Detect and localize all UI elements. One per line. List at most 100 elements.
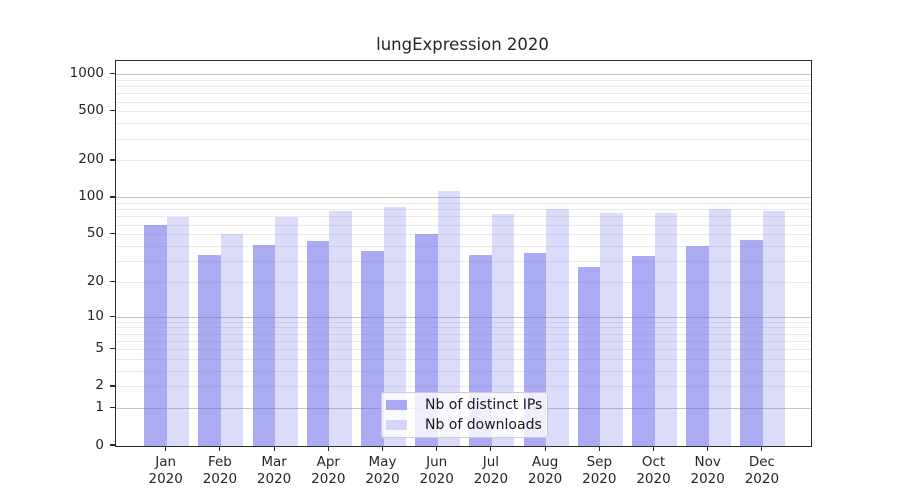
legend-label-downloads: Nb of downloads — [425, 416, 542, 433]
x-tick-mark — [544, 446, 546, 451]
x-tick-month: Nov — [694, 454, 721, 470]
x-tick-label-jul: Jul 2020 — [463, 454, 519, 487]
gridline-minor — [116, 260, 811, 262]
x-tick-year: 2020 — [582, 470, 617, 487]
x-tick-mark — [273, 446, 275, 451]
x-tick-year: 2020 — [744, 470, 780, 487]
gridline-minor — [116, 138, 811, 140]
bar-ips-oct — [632, 256, 655, 446]
x-tick-year: 2020 — [148, 470, 183, 487]
legend-swatch-distinct-ips — [386, 399, 407, 411]
gridline-minor — [116, 216, 811, 218]
gridline-minor — [116, 160, 811, 162]
x-tick-year: 2020 — [690, 470, 725, 487]
bar-downloads-nov — [708, 208, 732, 446]
legend-item-downloads: Nb of downloads — [382, 415, 547, 434]
y-tick-mark — [110, 348, 115, 350]
bar-downloads-mar — [275, 216, 298, 446]
gridline-minor — [116, 340, 811, 342]
bar-downloads-feb — [220, 233, 244, 446]
x-tick-label-jan: Jan 2020 — [138, 454, 194, 487]
gridline-minor — [116, 101, 811, 103]
gridline-minor — [116, 281, 811, 283]
gridline-minor — [116, 86, 811, 88]
gridline-minor — [116, 358, 811, 360]
x-tick-label-mar: Mar 2020 — [246, 454, 302, 487]
x-tick-label-oct: Oct 2020 — [626, 454, 682, 487]
x-tick-mark — [707, 446, 709, 451]
bar-downloads-jan — [166, 216, 190, 446]
x-tick-year: 2020 — [419, 470, 454, 487]
x-tick-month: Jul — [482, 454, 500, 470]
y-tick-mark — [110, 444, 115, 446]
x-tick-month: May — [368, 454, 397, 470]
gridline-major — [116, 74, 811, 76]
y-tick-label: 500 — [78, 102, 104, 119]
gridline-minor — [116, 327, 811, 329]
x-tick-label-nov: Nov 2020 — [680, 454, 736, 487]
x-tick-year: 2020 — [311, 470, 346, 487]
x-tick-month: Mar — [261, 454, 287, 470]
bar-downloads-jul — [491, 213, 515, 446]
bar-ips-may — [361, 250, 384, 446]
x-tick-year: 2020 — [636, 470, 671, 487]
y-tick-label: 100 — [78, 188, 104, 205]
y-tick-mark — [110, 385, 115, 387]
x-tick-month: Apr — [316, 454, 340, 470]
x-tick-label-may: May 2020 — [355, 454, 411, 487]
gridline-minor — [116, 203, 811, 205]
y-tick-mark — [110, 73, 115, 75]
x-tick-mark — [165, 446, 167, 451]
y-tick-mark — [110, 110, 115, 112]
bar-downloads-jun — [437, 190, 461, 446]
y-tick-label: 200 — [78, 151, 104, 168]
y-tick-label: 5 — [95, 340, 104, 357]
bar-ips-nov — [686, 246, 709, 446]
gridline-minor — [116, 79, 811, 81]
x-tick-month: Oct — [641, 454, 666, 470]
x-tick-month: Feb — [207, 454, 232, 470]
bar-downloads-oct — [654, 213, 677, 446]
bar-downloads-may — [383, 206, 406, 446]
bar-ips-apr — [306, 241, 330, 446]
x-tick-label-jun: Jun 2020 — [409, 454, 465, 487]
x-tick-year: 2020 — [473, 470, 509, 487]
x-tick-month: Jan — [155, 454, 177, 470]
gridline-minor — [116, 386, 811, 388]
x-tick-year: 2020 — [202, 470, 238, 487]
gridline-minor — [116, 209, 811, 211]
y-tick-label: 1 — [95, 399, 104, 416]
x-tick-label-aug: Aug 2020 — [517, 454, 573, 487]
gridline-minor — [116, 245, 811, 247]
bar-downloads-apr — [329, 211, 352, 446]
legend-label-distinct-ips: Nb of distinct IPs — [425, 397, 543, 414]
legend: Nb of distinct IPs Nb of downloads — [381, 392, 548, 438]
bar-ips-dec — [740, 240, 763, 446]
gridline-minor — [116, 349, 811, 351]
x-tick-mark — [219, 446, 221, 451]
x-tick-mark — [652, 446, 655, 451]
bar-ips-feb — [198, 254, 221, 446]
x-tick-month: Sep — [586, 454, 613, 470]
x-tick-mark — [490, 446, 492, 451]
x-tick-label-dec: Dec 2020 — [734, 454, 790, 487]
plot-area — [115, 60, 812, 447]
legend-item-distinct-ips: Nb of distinct IPs — [382, 396, 547, 415]
y-tick-label: 2 — [95, 377, 104, 394]
y-tick-label: 20 — [86, 272, 104, 289]
gridline-minor — [116, 111, 811, 113]
bar-ips-sep — [577, 266, 601, 446]
y-tick-label: 0 — [95, 436, 104, 453]
bar-ips-jan — [144, 225, 167, 446]
gridline-minor — [116, 93, 811, 95]
gridline-minor — [116, 370, 811, 372]
x-tick-year: 2020 — [365, 470, 400, 487]
y-tick-mark — [110, 407, 115, 409]
x-tick-year: 2020 — [527, 470, 563, 487]
x-tick-mark — [327, 446, 329, 451]
x-tick-mark — [381, 446, 384, 451]
bar-downloads-aug — [546, 209, 569, 446]
x-tick-month: Jun — [426, 454, 448, 470]
y-tick-label: 1000 — [69, 65, 104, 82]
